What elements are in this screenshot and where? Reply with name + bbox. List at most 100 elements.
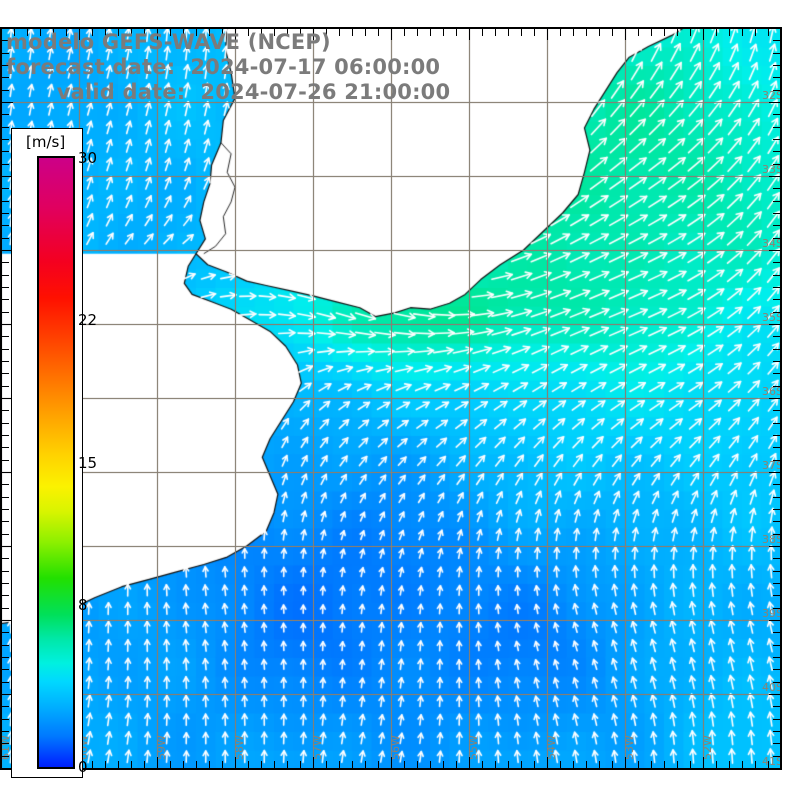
tick-minor-bottom	[755, 761, 756, 768]
tick-minor-right	[773, 534, 780, 535]
latitude-label: 36S	[762, 385, 781, 398]
tick-minor-bottom	[326, 761, 327, 768]
tick-major-right	[769, 620, 780, 621]
latitude-label: 33S	[762, 163, 781, 176]
tick-minor-right	[773, 225, 780, 226]
gridline-horizontal	[1, 324, 781, 325]
tick-major-right	[769, 546, 780, 547]
tick-minor-right	[773, 114, 780, 115]
gridline-horizontal	[1, 620, 781, 621]
tick-minor-right	[773, 423, 780, 424]
colorbar-tick-label: 30	[78, 149, 98, 167]
axis-top	[0, 27, 782, 29]
axis-right	[780, 27, 782, 770]
latitude-label: 38S	[762, 533, 781, 546]
tick-minor-top	[144, 29, 145, 36]
tick-minor-left	[2, 151, 9, 152]
colorbar-panel: [m/s] 30 22 15 8 0	[11, 128, 97, 778]
tick-minor-bottom	[222, 761, 223, 768]
tick-minor-right	[773, 608, 780, 609]
tick-minor-left	[2, 423, 9, 424]
tick-major-left	[2, 472, 13, 473]
tick-major-top	[1, 29, 2, 40]
tick-minor-top	[638, 29, 639, 36]
tick-minor-left	[2, 435, 9, 436]
tick-minor-bottom	[573, 761, 574, 768]
tick-minor-bottom	[118, 761, 119, 768]
tick-minor-top	[287, 29, 288, 36]
tick-minor-left	[2, 386, 9, 387]
tick-minor-bottom	[716, 761, 717, 768]
tick-minor-right	[773, 484, 780, 485]
tick-minor-top	[40, 29, 41, 36]
tick-minor-bottom	[586, 761, 587, 768]
colorbar-tick-label: 15	[78, 453, 98, 472]
tick-minor-top	[105, 29, 106, 36]
tick-minor-right	[773, 410, 780, 411]
tick-minor-right	[773, 558, 780, 559]
tick-minor-bottom	[183, 761, 184, 768]
latitude-label: 32S	[762, 89, 781, 102]
latitude-label: 35S	[762, 311, 781, 324]
tick-minor-top	[222, 29, 223, 36]
tick-minor-top	[118, 29, 119, 36]
gridline-horizontal	[1, 472, 781, 473]
tick-minor-bottom	[300, 761, 301, 768]
tick-minor-left	[2, 114, 9, 115]
tick-minor-top	[183, 29, 184, 36]
tick-minor-bottom	[521, 761, 522, 768]
tick-minor-right	[773, 669, 780, 670]
tick-minor-bottom	[209, 761, 210, 768]
gridline-horizontal	[1, 546, 781, 547]
gridline-horizontal	[1, 176, 781, 177]
tick-minor-top	[261, 29, 262, 36]
latitude-label: 41S	[762, 755, 781, 768]
tick-minor-left	[2, 719, 9, 720]
tick-minor-top	[508, 29, 509, 36]
tick-minor-bottom	[599, 761, 600, 768]
tick-minor-bottom	[677, 761, 678, 768]
tick-minor-top	[417, 29, 418, 36]
tick-minor-right	[773, 238, 780, 239]
tick-minor-top	[495, 29, 496, 36]
tick-minor-left	[2, 275, 9, 276]
tick-minor-left	[2, 410, 9, 411]
tick-minor-right	[773, 139, 780, 140]
tick-minor-top	[404, 29, 405, 36]
tick-minor-bottom	[378, 761, 379, 768]
tick-minor-right	[773, 706, 780, 707]
tick-major-top	[391, 29, 392, 40]
tick-minor-right	[773, 90, 780, 91]
tick-minor-bottom	[495, 761, 496, 768]
tick-major-top	[79, 29, 80, 40]
tick-minor-top	[14, 29, 15, 36]
tick-minor-top	[66, 29, 67, 36]
tick-major-left	[2, 620, 13, 621]
tick-major-left	[2, 102, 13, 103]
tick-minor-left	[2, 497, 9, 498]
tick-minor-right	[773, 743, 780, 744]
tick-minor-left	[2, 706, 9, 707]
tick-minor-right	[773, 262, 780, 263]
map-plot-area[interactable]: 61W60W59W58W57W56W55W54W53W52W51W 31S32S…	[1, 28, 781, 768]
tick-minor-bottom	[404, 761, 405, 768]
tick-minor-bottom	[430, 761, 431, 768]
tick-minor-left	[2, 225, 9, 226]
tick-major-right	[769, 768, 780, 769]
model-title: modelo GEFS-WAVE (NCEP)	[6, 30, 331, 54]
right-margin	[782, 0, 800, 800]
tick-minor-right	[773, 275, 780, 276]
tick-minor-right	[773, 595, 780, 596]
tick-minor-right	[773, 521, 780, 522]
tick-minor-top	[456, 29, 457, 36]
tick-major-left	[2, 546, 13, 547]
tick-major-right	[769, 250, 780, 251]
tick-minor-right	[773, 447, 780, 448]
tick-major-left	[2, 176, 13, 177]
tick-minor-left	[2, 336, 9, 337]
tick-major-right	[769, 102, 780, 103]
gridline-horizontal	[1, 398, 781, 399]
tick-minor-bottom	[105, 761, 106, 768]
tick-major-left	[2, 398, 13, 399]
